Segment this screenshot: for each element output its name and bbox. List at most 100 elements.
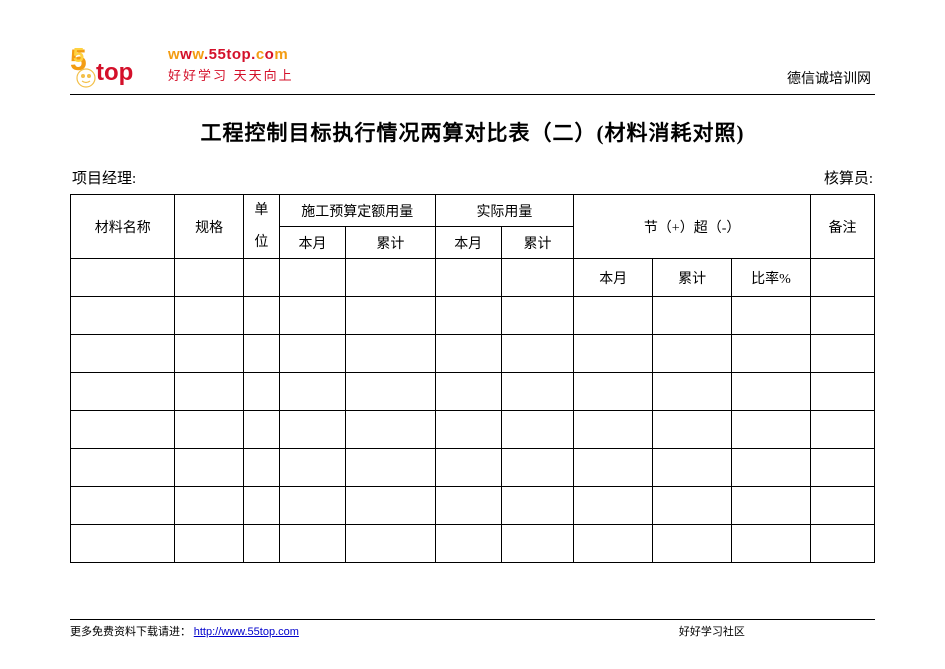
cell bbox=[71, 259, 175, 297]
cell bbox=[435, 373, 501, 411]
cell bbox=[71, 335, 175, 373]
cell bbox=[346, 335, 436, 373]
cell bbox=[501, 449, 574, 487]
cell bbox=[279, 411, 345, 449]
cell bbox=[346, 525, 436, 563]
cell bbox=[810, 449, 874, 487]
col-header-actual-accum: 累计 bbox=[501, 227, 574, 259]
cell bbox=[71, 487, 175, 525]
cell bbox=[279, 449, 345, 487]
logo-url: www.55top.com bbox=[168, 46, 294, 63]
cell bbox=[574, 487, 653, 525]
cell bbox=[435, 487, 501, 525]
col-header-name: 材料名称 bbox=[71, 195, 175, 259]
document-title: 工程控制目标执行情况两算对比表（二）(材料消耗对照) bbox=[70, 117, 875, 147]
col-header-budget-accum: 累计 bbox=[346, 227, 436, 259]
col-header-budget-month: 本月 bbox=[279, 227, 345, 259]
cell bbox=[732, 373, 811, 411]
cell bbox=[732, 297, 811, 335]
cell bbox=[810, 297, 874, 335]
cell bbox=[501, 297, 574, 335]
cell bbox=[653, 411, 732, 449]
footer-link[interactable]: http://www.55top.com bbox=[194, 626, 299, 638]
cell bbox=[732, 487, 811, 525]
table-row bbox=[71, 487, 875, 525]
site-name: 德信诚培训网 bbox=[787, 68, 875, 90]
col-header-diff: 节（+）超（-） bbox=[574, 195, 811, 259]
cell bbox=[435, 297, 501, 335]
cell bbox=[71, 297, 175, 335]
cell bbox=[574, 411, 653, 449]
cell bbox=[435, 411, 501, 449]
cell bbox=[279, 297, 345, 335]
cell bbox=[175, 373, 243, 411]
cell bbox=[653, 525, 732, 563]
cell bbox=[653, 449, 732, 487]
cell bbox=[501, 259, 574, 297]
cell bbox=[732, 335, 811, 373]
cell bbox=[346, 449, 436, 487]
pm-label: 项目经理: bbox=[72, 167, 136, 188]
cell bbox=[810, 373, 874, 411]
cell bbox=[653, 487, 732, 525]
cell bbox=[346, 487, 436, 525]
col-header-spec: 规格 bbox=[175, 195, 243, 259]
cell bbox=[810, 525, 874, 563]
cell bbox=[653, 373, 732, 411]
footer-prefix: 更多免费资料下载请进： bbox=[70, 626, 191, 638]
cell bbox=[175, 487, 243, 525]
cell bbox=[175, 449, 243, 487]
cell bbox=[346, 259, 436, 297]
cell bbox=[810, 411, 874, 449]
cell bbox=[501, 411, 574, 449]
cell bbox=[574, 297, 653, 335]
table-row: 本月 累计 比率% bbox=[71, 259, 875, 297]
cell bbox=[574, 449, 653, 487]
cell bbox=[435, 525, 501, 563]
cell bbox=[71, 525, 175, 563]
comparison-table: 材料名称 规格 单 施工预算定额用量 实际用量 节（+）超（-） 备注 位 本月… bbox=[70, 194, 875, 563]
cell bbox=[175, 297, 243, 335]
table-row bbox=[71, 449, 875, 487]
cell bbox=[435, 259, 501, 297]
cell bbox=[501, 525, 574, 563]
cell bbox=[501, 373, 574, 411]
col-header-actual: 实际用量 bbox=[435, 195, 574, 227]
cell bbox=[574, 335, 653, 373]
cell bbox=[346, 411, 436, 449]
cell bbox=[243, 449, 279, 487]
cell bbox=[810, 487, 874, 525]
col-header-diff-ratio: 比率% bbox=[732, 259, 811, 297]
page-footer: 更多免费资料下载请进： http://www.55top.com 好好学习社区 bbox=[70, 619, 875, 639]
cell bbox=[279, 487, 345, 525]
cell bbox=[435, 335, 501, 373]
cell bbox=[653, 297, 732, 335]
cell bbox=[346, 373, 436, 411]
col-header-diff-month: 本月 bbox=[574, 259, 653, 297]
cell bbox=[574, 373, 653, 411]
cell bbox=[175, 335, 243, 373]
cell bbox=[279, 525, 345, 563]
cell bbox=[243, 373, 279, 411]
auditor-label: 核算员: bbox=[824, 167, 873, 188]
logo-text-block: www.55top.com 好好学习 天天向上 bbox=[168, 46, 294, 84]
col-header-actual-month: 本月 bbox=[435, 227, 501, 259]
col-header-diff-accum: 累计 bbox=[653, 259, 732, 297]
cell bbox=[810, 335, 874, 373]
cell bbox=[574, 525, 653, 563]
cell bbox=[653, 335, 732, 373]
cell bbox=[501, 335, 574, 373]
meta-row: 项目经理: 核算员: bbox=[70, 167, 875, 188]
page-header: 5 5 top www.55top.com 好好学习 天天向上 德信诚培训网 bbox=[70, 40, 875, 95]
cell bbox=[175, 411, 243, 449]
cell bbox=[732, 411, 811, 449]
cell bbox=[71, 449, 175, 487]
logo-block: 5 5 top www.55top.com 好好学习 天天向上 bbox=[70, 40, 294, 90]
cell bbox=[810, 259, 874, 297]
footer-right: 好好学习社区 bbox=[679, 623, 745, 639]
logo-slogan: 好好学习 天天向上 bbox=[168, 65, 294, 84]
cell bbox=[243, 487, 279, 525]
col-header-unit-2: 位 bbox=[243, 227, 279, 259]
cell bbox=[71, 411, 175, 449]
cell bbox=[243, 411, 279, 449]
